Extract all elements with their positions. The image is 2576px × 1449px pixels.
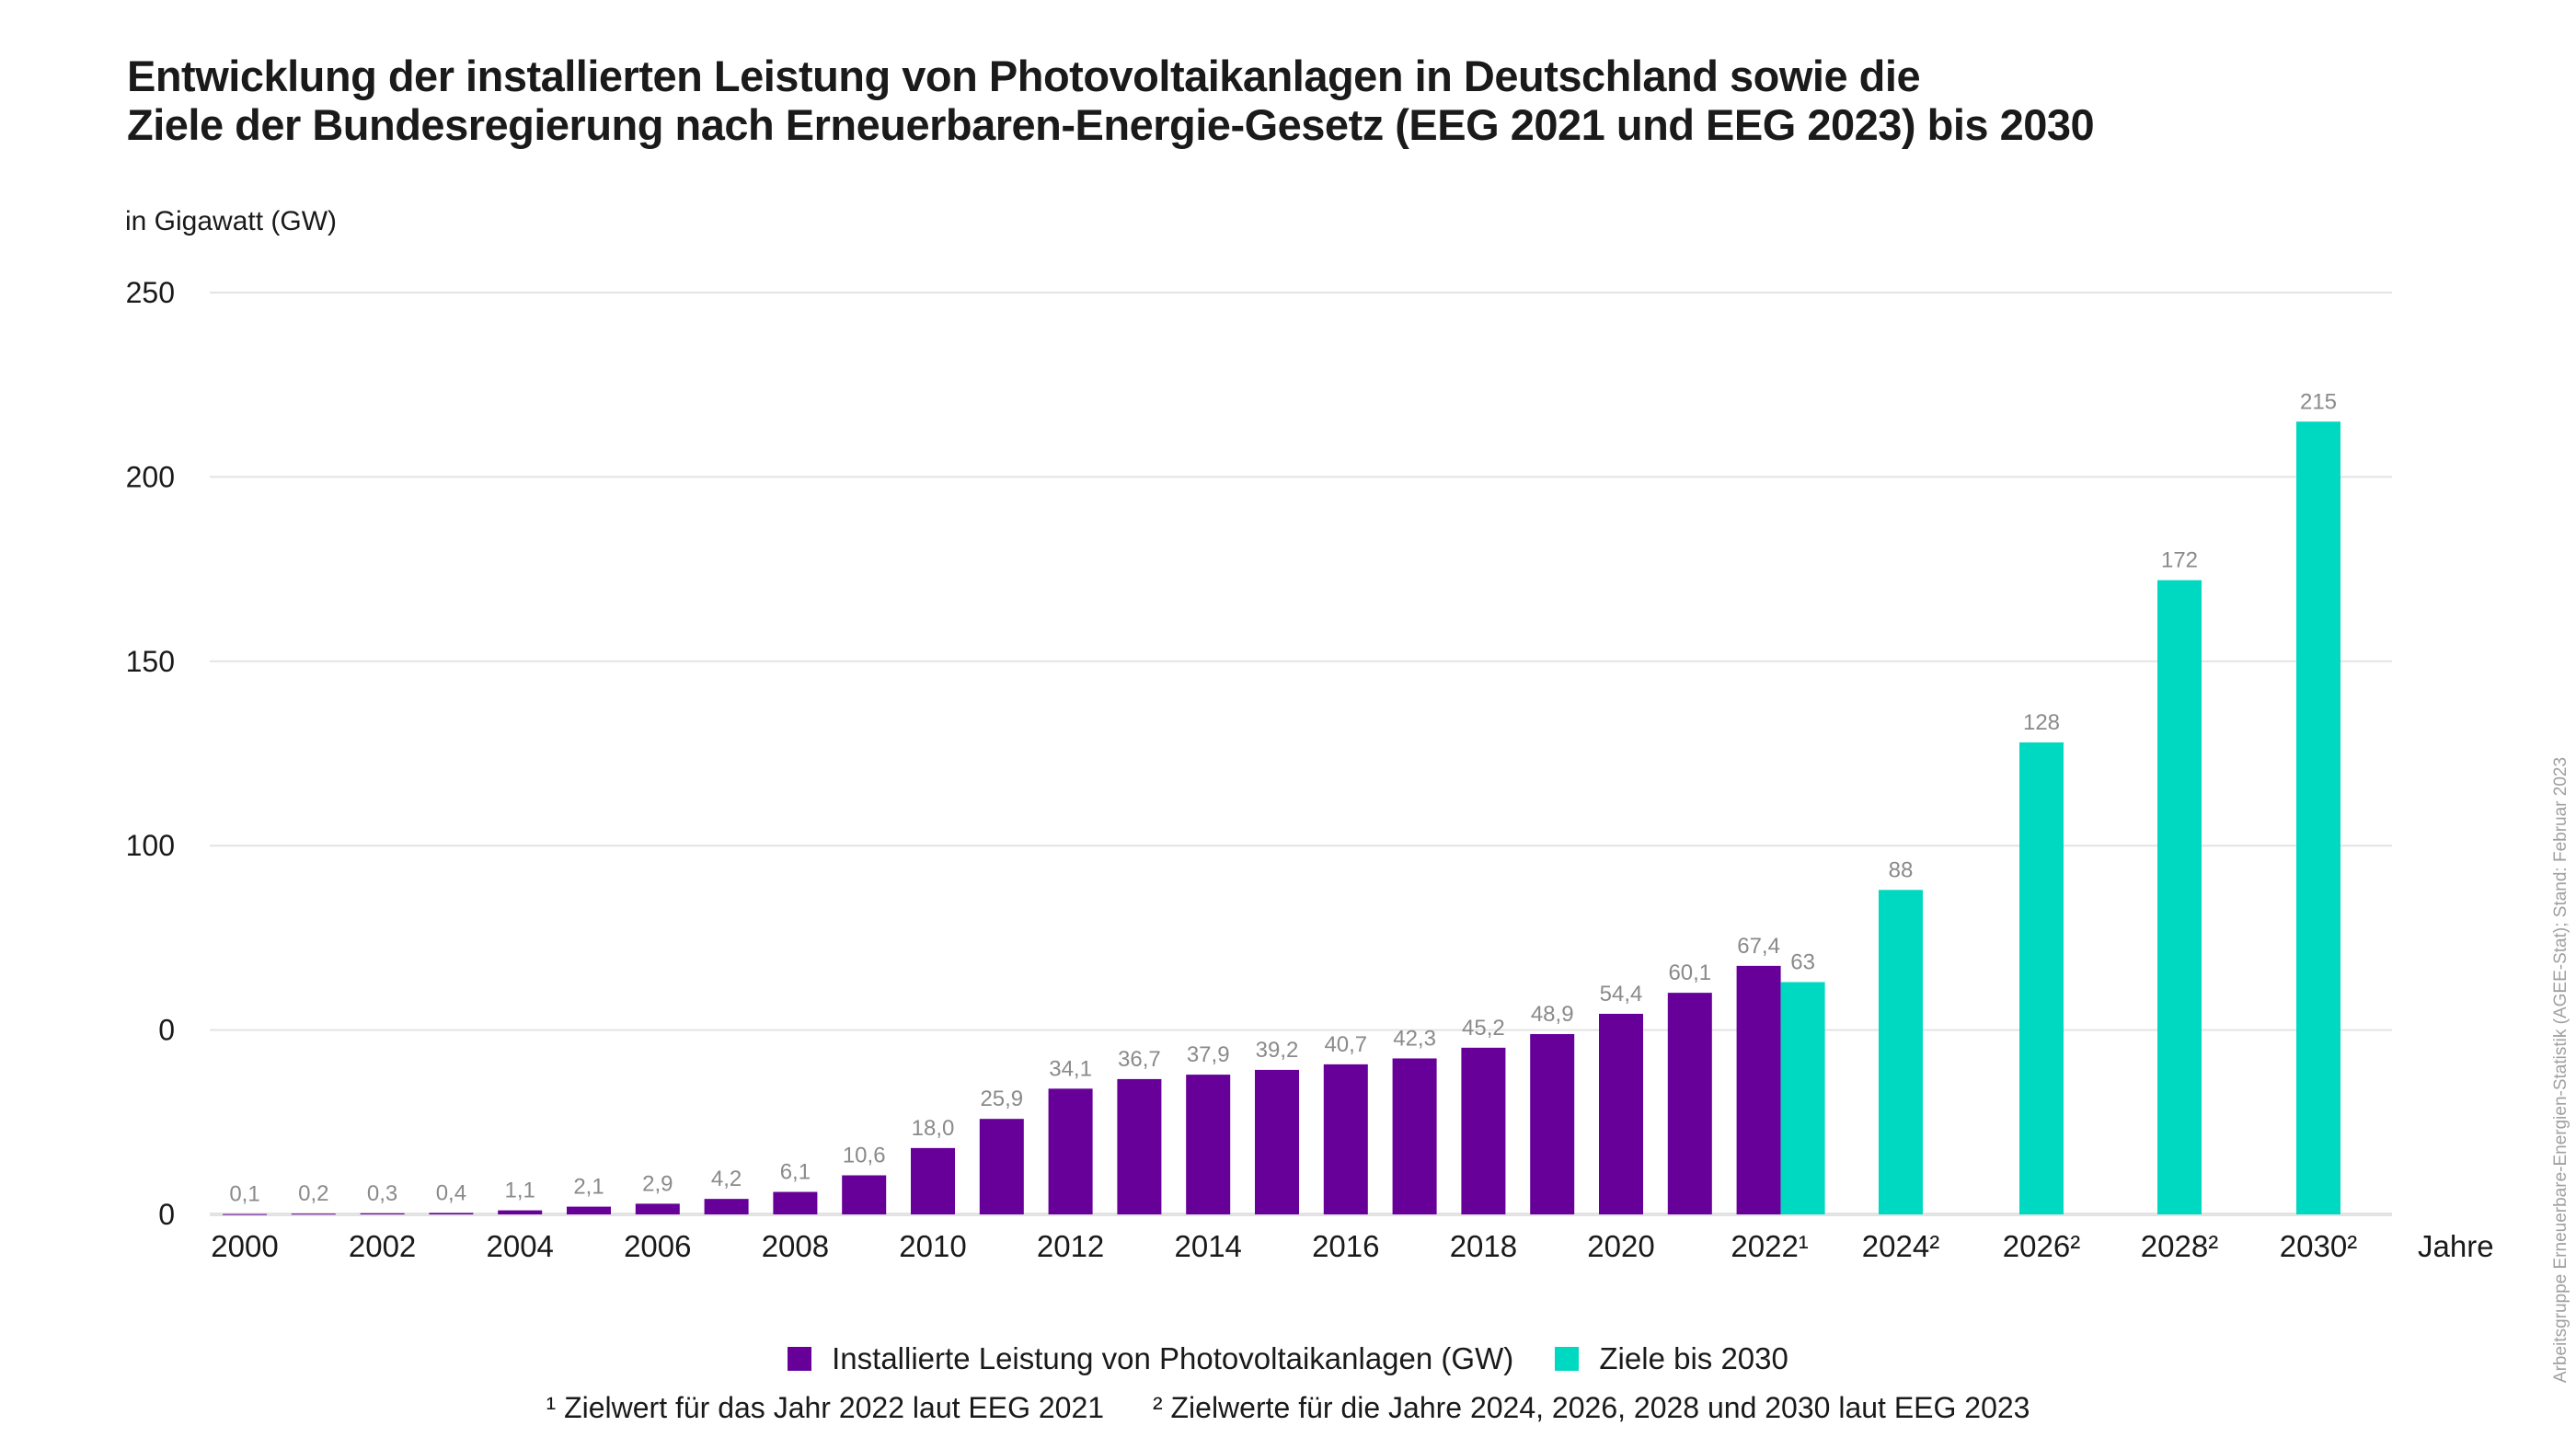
bar-installed (1048, 1088, 1093, 1214)
title-line-1: Entwicklung der installierten Leistung v… (127, 52, 1921, 100)
data-label-target: 215 (2300, 389, 2337, 414)
bar-installed (1667, 993, 1712, 1214)
y-tick-label: 150 (126, 645, 175, 678)
x-tick-label: 2012 (1037, 1229, 1104, 1263)
x-tick-label: 2026² (2003, 1229, 2080, 1263)
bar-installed (773, 1191, 818, 1214)
y-tick-label: 0 (158, 1014, 175, 1047)
bar-installed (1323, 1064, 1368, 1214)
data-label-installed: 54,4 (1600, 982, 1643, 1006)
legend-item-targets: Ziele bis 2030 (1555, 1341, 1788, 1376)
data-label-installed: 37,9 (1187, 1042, 1230, 1067)
bar-installed (635, 1203, 680, 1214)
bar-target (2019, 742, 2064, 1214)
footnote-2: ² Zielwerte für die Jahre 2024, 2026, 20… (1152, 1391, 2030, 1424)
data-label-target: 172 (2161, 548, 2198, 573)
data-label-installed: 60,1 (1668, 960, 1711, 985)
y-tick-label: 100 (126, 829, 175, 862)
data-label-installed: 0,3 (367, 1181, 397, 1206)
data-label-installed: 4,2 (711, 1167, 742, 1191)
data-label-installed: 42,3 (1393, 1026, 1436, 1051)
source-note: Arbeitsgruppe Erneuerbare-Energien-Stati… (2551, 756, 2570, 1384)
bar-installed (1392, 1058, 1437, 1214)
data-label-installed: 18,0 (912, 1116, 955, 1141)
data-label-installed: 40,7 (1324, 1032, 1367, 1057)
bar-installed (1461, 1047, 1506, 1214)
title-line-2: Ziele der Bundesregierung nach Erneuerba… (127, 100, 2095, 149)
legend-swatch-targets (1555, 1347, 1580, 1371)
y-tick-label: 200 (126, 460, 175, 493)
x-tick-label: 2022¹ (1731, 1229, 1808, 1263)
data-label-installed: 1,1 (505, 1179, 535, 1203)
bar-installed (1186, 1075, 1231, 1214)
bar-installed (429, 1213, 474, 1214)
data-label-target: 88 (1889, 857, 1914, 882)
x-tick-label: 2002 (349, 1229, 416, 1263)
bar-installed (1599, 1013, 1643, 1214)
bar-installed (223, 1213, 267, 1215)
data-label-installed: 34,1 (1049, 1056, 1092, 1081)
bar-installed (911, 1147, 955, 1214)
data-label-target: 128 (2023, 710, 2060, 735)
data-label-installed: 67,4 (1737, 934, 1780, 959)
bar-installed (1736, 965, 1781, 1214)
bar-installed (842, 1175, 887, 1214)
bar-installed (567, 1206, 611, 1214)
y-axis-label: in Gigawatt (GW) (125, 206, 338, 236)
legend-item-installed: Installierte Leistung von Photovoltaikan… (788, 1341, 1513, 1376)
data-label-installed: 2,9 (642, 1171, 673, 1196)
legend: Installierte Leistung von Photovoltaikan… (0, 1341, 2576, 1378)
data-label-installed: 10,6 (843, 1144, 886, 1168)
bar-target (2157, 580, 2202, 1214)
x-tick-label: 2010 (899, 1229, 966, 1263)
data-label-installed: 2,1 (573, 1175, 604, 1200)
y-tick-label: 0 (158, 1198, 175, 1231)
bar-installed (291, 1213, 336, 1215)
legend-swatch-installed (788, 1347, 812, 1371)
x-tick-label: 2006 (624, 1229, 691, 1263)
x-tick-label: 2016 (1312, 1229, 1379, 1263)
x-tick-label: 2000 (211, 1229, 278, 1263)
bar-target (1780, 982, 1825, 1214)
x-tick-label: 2018 (1450, 1229, 1517, 1263)
data-label-installed: 25,9 (980, 1087, 1023, 1111)
x-tick-label: 2028² (2141, 1229, 2218, 1263)
data-label-target: 63 (1790, 949, 1815, 974)
data-label-installed: 45,2 (1462, 1016, 1505, 1041)
bar-installed (1117, 1078, 1162, 1214)
x-tick-label: 2004 (486, 1229, 553, 1263)
x-tick-label: 2020 (1587, 1229, 1654, 1263)
data-label-installed: 48,9 (1531, 1002, 1574, 1027)
footnote-1: ¹ Zielwert für das Jahr 2022 laut EEG 20… (546, 1391, 1105, 1424)
data-label-installed: 39,2 (1256, 1038, 1299, 1063)
data-label-installed: 36,7 (1118, 1047, 1161, 1072)
bar-installed (1255, 1069, 1299, 1214)
x-tick-label: 2030² (2280, 1229, 2357, 1263)
bar-target (2296, 421, 2340, 1214)
legend-label-targets: Ziele bis 2030 (1599, 1341, 1788, 1375)
x-axis-label: Jahre (2418, 1229, 2494, 1263)
bar-target (1879, 890, 1923, 1214)
bar-installed (498, 1210, 543, 1214)
x-tick-label: 2014 (1174, 1229, 1241, 1263)
x-tick-label: 2008 (762, 1229, 829, 1263)
data-label-installed: 0,2 (298, 1181, 328, 1206)
legend-label-installed: Installierte Leistung von Photovoltaikan… (832, 1341, 1514, 1375)
footnotes: ¹ Zielwert für das Jahr 2022 laut EEG 20… (0, 1391, 2576, 1425)
bar-installed (704, 1199, 749, 1214)
data-label-installed: 0,1 (229, 1182, 259, 1207)
chart-title: Entwicklung der installierten Leistung v… (127, 52, 2095, 149)
data-label-installed: 6,1 (780, 1160, 811, 1185)
x-tick-label: 2024² (1862, 1229, 1939, 1263)
data-label-installed: 0,4 (436, 1180, 466, 1205)
bar-installed (1530, 1034, 1575, 1214)
bar-installed (360, 1213, 405, 1214)
bar-installed (979, 1119, 1024, 1214)
y-tick-label: 250 (126, 276, 175, 309)
